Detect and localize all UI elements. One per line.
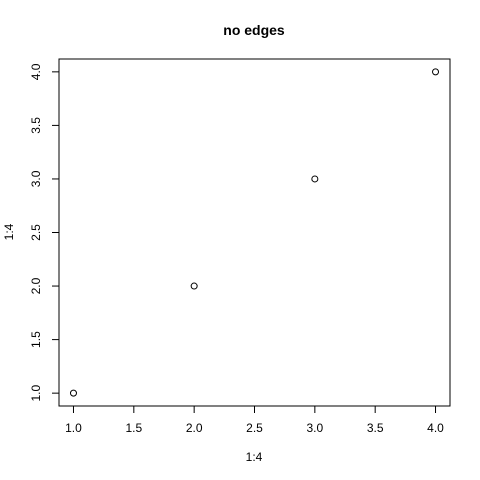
y-axis: 1.0 1.5 2.0 2.5 3.0 3.5 4.0 bbox=[29, 63, 60, 401]
y-tick-label: 3.0 bbox=[29, 170, 43, 187]
data-points bbox=[69, 68, 440, 397]
data-point bbox=[69, 389, 77, 397]
x-tick-label: 4.0 bbox=[427, 421, 444, 435]
x-tick-label: 3.0 bbox=[306, 421, 323, 435]
y-tick-label: 3.5 bbox=[29, 117, 43, 134]
y-tick-label: 2.5 bbox=[29, 224, 43, 241]
plot-area-frame bbox=[58, 58, 451, 407]
x-tick-label: 1.0 bbox=[65, 421, 82, 435]
y-axis-label: 1:4 bbox=[2, 223, 16, 240]
chart-title: no edges bbox=[223, 22, 285, 38]
y-tick-label: 1.0 bbox=[29, 384, 43, 401]
data-point bbox=[190, 282, 198, 290]
x-tick-label: 1.5 bbox=[125, 421, 142, 435]
x-axis-label: 1:4 bbox=[246, 450, 263, 464]
y-tick-label: 1.5 bbox=[29, 331, 43, 348]
y-tick-label: 4.0 bbox=[29, 63, 43, 80]
x-tick-label: 3.5 bbox=[367, 421, 384, 435]
data-point bbox=[311, 175, 319, 183]
x-tick-label: 2.0 bbox=[186, 421, 203, 435]
x-axis: 1.0 1.5 2.0 2.5 3.0 3.5 4.0 bbox=[65, 405, 444, 435]
x-tick-label: 2.5 bbox=[246, 421, 263, 435]
data-point bbox=[432, 68, 440, 76]
y-tick-label: 2.0 bbox=[29, 277, 43, 294]
